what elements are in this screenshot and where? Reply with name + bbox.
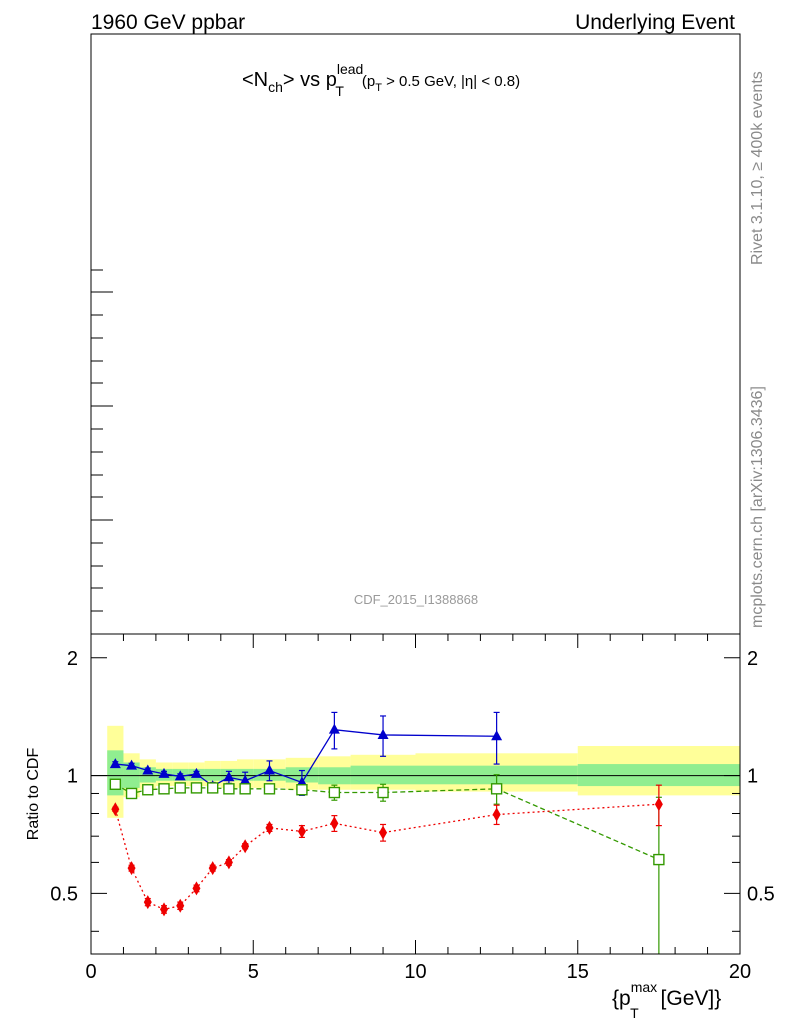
x-tick-label: 10 bbox=[404, 961, 426, 983]
header-left: 1960 GeV ppbar bbox=[91, 11, 245, 34]
analysis-watermark: CDF_2015_I1388868 bbox=[354, 592, 478, 607]
data-point-diamond bbox=[208, 861, 217, 876]
data-point-square bbox=[328, 786, 341, 799]
data-point-triangle bbox=[190, 767, 202, 778]
ratio-series bbox=[109, 711, 665, 954]
data-point-diamond bbox=[492, 807, 501, 822]
main-title-mid: > vs p bbox=[283, 69, 337, 91]
data-point-square bbox=[653, 853, 665, 866]
data-point-triangle bbox=[239, 774, 251, 785]
ratio-ylabel: Ratio to CDF bbox=[25, 748, 42, 841]
y-tick-label: 1 bbox=[67, 766, 78, 788]
main-title-cut-sub: T bbox=[375, 82, 382, 94]
data-point-diamond bbox=[111, 802, 120, 817]
main-title-sub1: ch bbox=[268, 79, 283, 95]
data-point-triangle bbox=[377, 728, 389, 739]
data-point-square bbox=[296, 784, 308, 796]
data-point-triangle bbox=[296, 776, 308, 787]
main-title: <Nch> vs plead T(pT > 0.5 GeV, |η| < 0.8) bbox=[242, 61, 520, 99]
y-tick-label-right: 2 bbox=[747, 648, 758, 670]
x-tick-label: 20 bbox=[729, 961, 751, 983]
data-point-diamond bbox=[143, 895, 152, 910]
data-point-triangle bbox=[263, 764, 275, 775]
xlabel-sub: T bbox=[630, 1005, 639, 1021]
data-point-square bbox=[490, 783, 503, 795]
main-title-sub2: T bbox=[335, 83, 344, 99]
data-point-square bbox=[109, 778, 122, 790]
data-point-triangle bbox=[126, 759, 138, 770]
x-tick-label: 5 bbox=[248, 961, 259, 983]
data-point-triangle bbox=[491, 730, 503, 741]
data-point-square bbox=[206, 782, 219, 794]
y-tick-label-right: 1 bbox=[747, 766, 758, 788]
data-point-square bbox=[190, 782, 203, 794]
data-point-triangle bbox=[142, 764, 154, 775]
data-point-triangle bbox=[328, 723, 340, 734]
data-point-square bbox=[174, 782, 186, 794]
data-point-triangle bbox=[158, 767, 170, 778]
y-tick-label: 0.5 bbox=[50, 883, 78, 905]
header-right: Underlying Event bbox=[575, 11, 735, 34]
data-point-triangle bbox=[109, 758, 121, 769]
xlabel-sup: max bbox=[631, 979, 657, 995]
data-point-diamond bbox=[265, 820, 274, 835]
data-point-square bbox=[377, 786, 389, 799]
y-tick-label-right: 0.5 bbox=[747, 883, 775, 905]
data-point-square bbox=[158, 783, 170, 795]
xlabel-post: [GeV]} bbox=[655, 987, 722, 1010]
ratio-panel-frame bbox=[90, 633, 741, 955]
main-panel-yticks bbox=[91, 269, 113, 612]
data-point-diamond bbox=[330, 816, 339, 831]
data-point-square bbox=[142, 784, 154, 796]
data-point-diamond bbox=[654, 797, 663, 812]
x-axis-label: {pmax T [GeV]} bbox=[612, 979, 721, 1021]
data-point-diamond bbox=[127, 861, 136, 876]
x-tick-label: 0 bbox=[85, 961, 96, 983]
main-title-cut-post: > 0.5 GeV, |η| < 0.8) bbox=[382, 73, 520, 90]
data-point-square bbox=[223, 783, 235, 795]
xlabel-pre: {p bbox=[612, 987, 631, 1010]
inner-band-bin bbox=[204, 768, 221, 781]
data-point-diamond bbox=[241, 839, 250, 854]
x-tick-label: 15 bbox=[567, 961, 589, 983]
ratio-axes: 0 5 10 15 20 0.5 0.5 1 1 2 2 bbox=[50, 634, 775, 983]
main-title-sup: lead bbox=[337, 61, 363, 77]
data-point-triangle bbox=[174, 770, 186, 781]
main-panel-frame bbox=[90, 33, 741, 635]
data-point-triangle bbox=[223, 771, 235, 782]
data-point-square bbox=[263, 783, 276, 795]
data-point-diamond bbox=[379, 825, 388, 840]
data-point-square bbox=[239, 783, 251, 795]
y-tick-label: 2 bbox=[67, 648, 78, 670]
data-point-diamond bbox=[192, 881, 201, 896]
data-point-square bbox=[125, 787, 138, 800]
data-point-diamond bbox=[176, 898, 185, 913]
ratio-bands bbox=[107, 725, 740, 818]
rivet-label: Rivet 3.1.10, ≥ 400k events bbox=[749, 71, 766, 265]
main-title-cut-pre: (p bbox=[362, 73, 375, 90]
data-point-diamond bbox=[160, 902, 169, 917]
mcplots-label: mcplots.cern.ch [arXiv:1306.3436] bbox=[749, 386, 766, 628]
data-point-diamond bbox=[297, 824, 306, 839]
inner-band-bin bbox=[350, 765, 416, 785]
main-title-pre: <N bbox=[242, 69, 268, 91]
data-point-diamond bbox=[224, 855, 233, 870]
